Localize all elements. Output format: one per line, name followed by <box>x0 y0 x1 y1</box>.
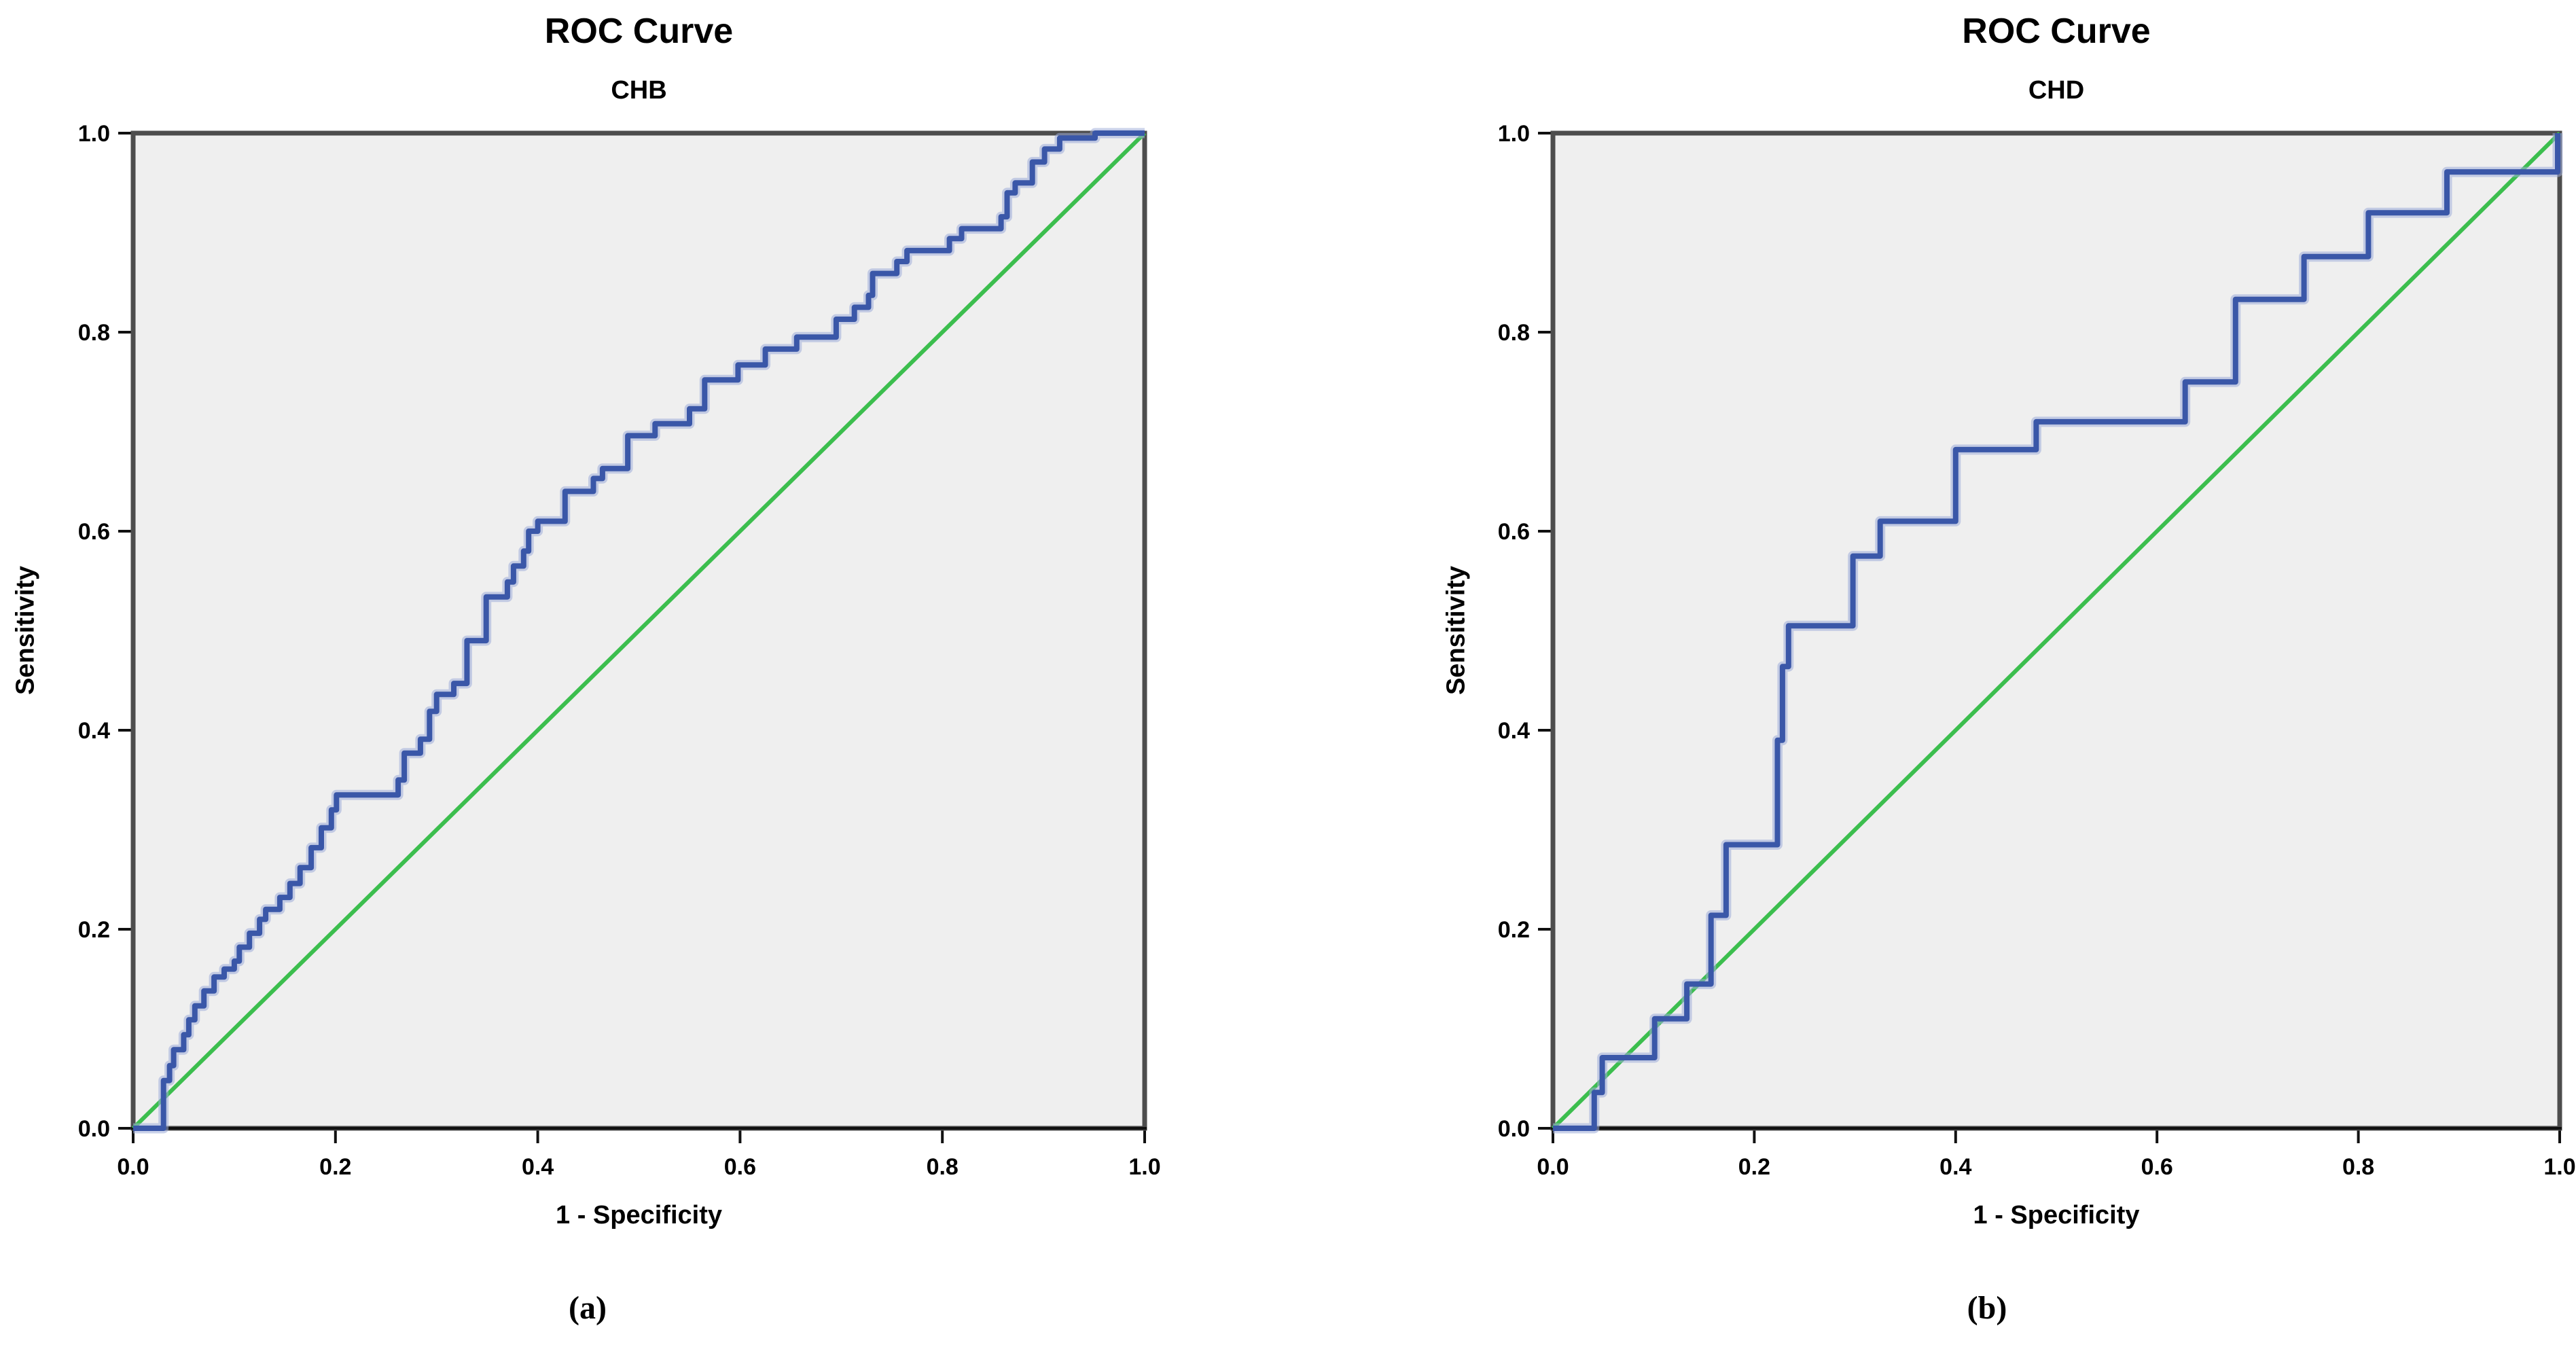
x-axis-label: 1 - Specificity <box>1973 1201 2140 1230</box>
y-tick-label: 0.2 <box>1498 917 1530 943</box>
x-tick-label: 1.0 <box>1128 1154 1160 1180</box>
chart-subtitle: CHB <box>611 76 667 105</box>
chart-subtitle: CHD <box>2028 76 2085 105</box>
x-axis-label: 1 - Specificity <box>556 1201 722 1230</box>
x-tick-label: 0.4 <box>1939 1154 1971 1180</box>
roc-panel-a: ROC Curve CHB 0.0 0.2 0.4 0.6 0.8 1.0 0.0 0.2 0.… <box>11 12 1161 1326</box>
x-tick-label: 0.6 <box>724 1154 756 1180</box>
y-tick-label: 1.0 <box>1498 121 1530 147</box>
y-tick-label: 0.0 <box>1498 1116 1530 1142</box>
y-tick-label: 0.2 <box>78 917 110 943</box>
y-tick-label: 0.4 <box>1498 718 1530 744</box>
y-tick-label: 0.4 <box>78 718 110 744</box>
x-tick-label: 0.0 <box>1537 1154 1569 1180</box>
x-tick-label: 0.8 <box>2342 1154 2374 1180</box>
y-tick-label: 1.0 <box>78 121 110 147</box>
panel-caption-b: (b) <box>1967 1290 2007 1326</box>
reference-line <box>1551 131 2562 1130</box>
x-tick-label: 0.2 <box>1738 1154 1770 1180</box>
y-tick-label: 0.8 <box>78 320 110 346</box>
roc-curve <box>133 130 1145 1131</box>
x-tick-label: 0.4 <box>522 1154 554 1180</box>
x-tick-label: 0.6 <box>2141 1154 2173 1180</box>
roc-plot-chd: 0.0 0.2 0.4 0.6 0.8 1.0 0.0 0.2 0.4 0.6 0.8 1.0 <box>1498 121 2576 1180</box>
x-tick-label: 0.0 <box>117 1154 149 1180</box>
y-tick-label: 0.8 <box>1498 320 1530 346</box>
y-axis-label: Sensitivity <box>1442 565 1471 696</box>
y-tick-label: 0.0 <box>78 1116 110 1142</box>
chart-title: ROC Curve <box>544 12 734 51</box>
x-tick-label: 1.0 <box>2543 1154 2575 1180</box>
roc-panel-b: ROC Curve CHD 0.0 0.2 0.4 0.6 0.8 1.0 0.0 0.2 0.… <box>1288 0 2576 1364</box>
y-tick-label: 0.6 <box>1498 519 1530 545</box>
roc-curve <box>1553 133 2560 1131</box>
x-tick-label: 0.8 <box>927 1154 959 1180</box>
x-tick-label: 0.2 <box>319 1154 351 1180</box>
chart-title: ROC Curve <box>1962 12 2151 51</box>
roc-plot-chb: 0.0 0.2 0.4 0.6 0.8 1.0 0.0 0.2 0.4 0.6 0.8 1.0 <box>78 121 1161 1180</box>
y-tick-label: 0.6 <box>78 519 110 545</box>
reference-line <box>131 131 1147 1130</box>
panel-caption-a: (a) <box>569 1290 607 1326</box>
y-axis-label: Sensitivity <box>11 565 40 696</box>
